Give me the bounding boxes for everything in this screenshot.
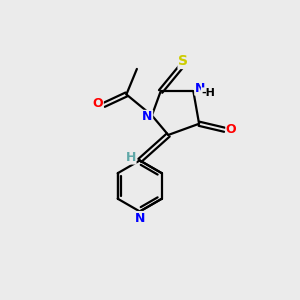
Text: O: O — [226, 123, 236, 136]
Text: H: H — [126, 151, 136, 164]
Text: -H: -H — [202, 88, 215, 98]
Text: O: O — [93, 97, 103, 110]
Text: N: N — [142, 110, 153, 123]
Text: S: S — [178, 55, 188, 68]
Text: N: N — [135, 212, 145, 225]
Text: N: N — [195, 82, 205, 95]
